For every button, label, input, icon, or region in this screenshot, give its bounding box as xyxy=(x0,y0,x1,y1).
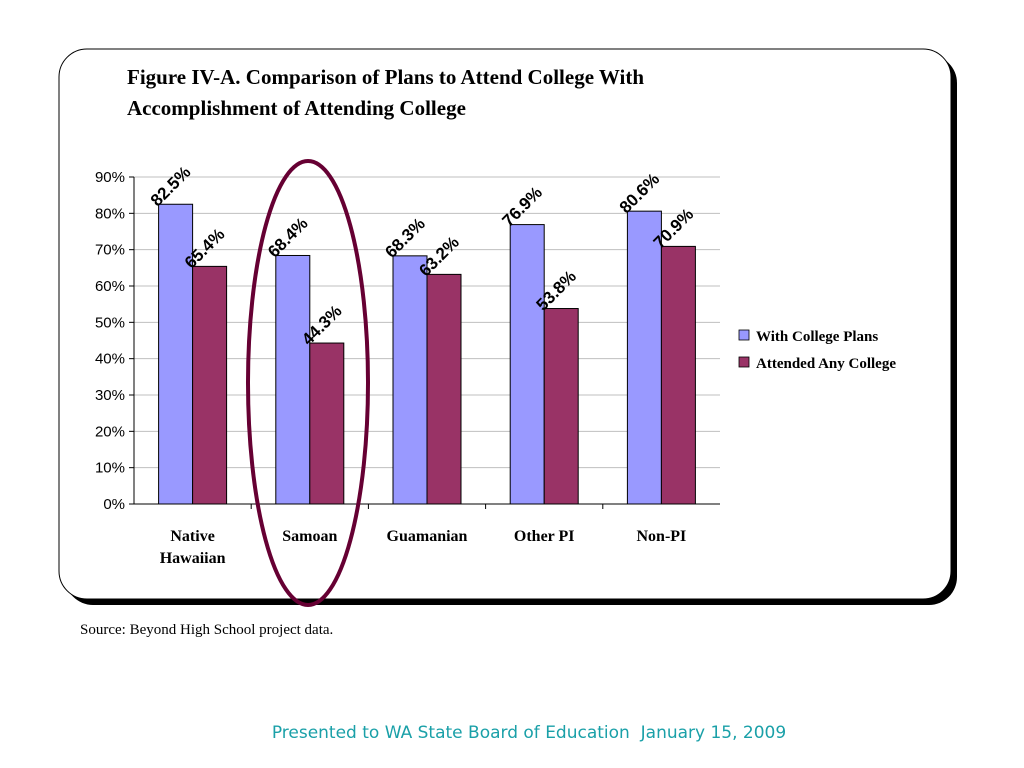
samoan-highlight-ellipse xyxy=(246,159,370,607)
bar-with-college-plans-guamanian xyxy=(392,255,428,505)
bar-attended-any-college-guamanian xyxy=(426,273,462,505)
bar-attended-any-college-samoan xyxy=(309,342,345,505)
legend-label-attended-any-college: Attended Any College xyxy=(756,356,896,372)
source-note: Source: Beyond High School project data. xyxy=(80,622,334,638)
x-axis: Native Hawaiian Samoan Guamanian Other PI Non… xyxy=(134,503,720,567)
y-tick-label: 60% xyxy=(95,278,125,295)
x-category-label-line: Other PI xyxy=(514,528,575,545)
bar-with-college-plans-other-pi xyxy=(509,224,545,505)
y-tick-label: 0% xyxy=(103,496,125,513)
legend-label-with-college-plans: With College Plans xyxy=(756,329,878,345)
x-category-label-samoan: Samoan xyxy=(282,528,337,545)
legend-swatch-attended-any-college xyxy=(738,356,750,368)
x-category-label-line: Non-PI xyxy=(637,528,687,545)
bar-with-college-plans-samoan xyxy=(275,254,311,505)
x-category-label-line: Hawaiian xyxy=(160,550,226,567)
x-category-label-line: Guamanian xyxy=(387,528,468,545)
footer-text: Presented to WA State Board of Education… xyxy=(271,723,787,743)
y-tick-label: 80% xyxy=(95,205,125,222)
bar-with-college-plans-non-pi xyxy=(626,210,662,505)
x-category-label-other-pi: Other PI xyxy=(514,528,575,545)
y-tick-label: 10% xyxy=(95,460,125,477)
y-tick-label: 20% xyxy=(95,423,125,440)
legend-swatch-with-college-plans xyxy=(738,329,750,341)
legend: With College Plans Attended Any College xyxy=(738,329,896,372)
x-category-label-line: Native xyxy=(170,528,214,545)
bar-attended-any-college-native-hawaiian xyxy=(192,265,228,505)
x-category-label-native-hawaiian: Native Hawaiian xyxy=(160,528,226,567)
y-tick-label: 70% xyxy=(95,242,125,259)
bar-with-college-plans-native-hawaiian xyxy=(158,203,194,505)
chart-title-line-2: Accomplishment of Attending College xyxy=(127,96,466,120)
y-tick-label: 90% xyxy=(95,169,125,186)
y-axis: 0% 10% 20% 30% 40% 50% 60% 70% 80% 90% xyxy=(95,169,135,513)
bars xyxy=(158,203,696,505)
y-tick-label: 30% xyxy=(95,387,125,404)
chart-title-line-1: Figure IV-A. Comparison of Plans to Atte… xyxy=(127,65,644,89)
x-category-label-non-pi: Non-PI xyxy=(637,528,687,545)
bar-attended-any-college-non-pi xyxy=(660,245,696,505)
bar-attended-any-college-other-pi xyxy=(543,308,579,505)
chart-title: Figure IV-A. Comparison of Plans to Atte… xyxy=(127,65,649,120)
y-tick-label: 40% xyxy=(95,351,125,368)
x-category-label-line: Samoan xyxy=(282,528,337,545)
y-tick-label: 50% xyxy=(95,314,125,331)
x-category-label-guamanian: Guamanian xyxy=(387,528,468,545)
